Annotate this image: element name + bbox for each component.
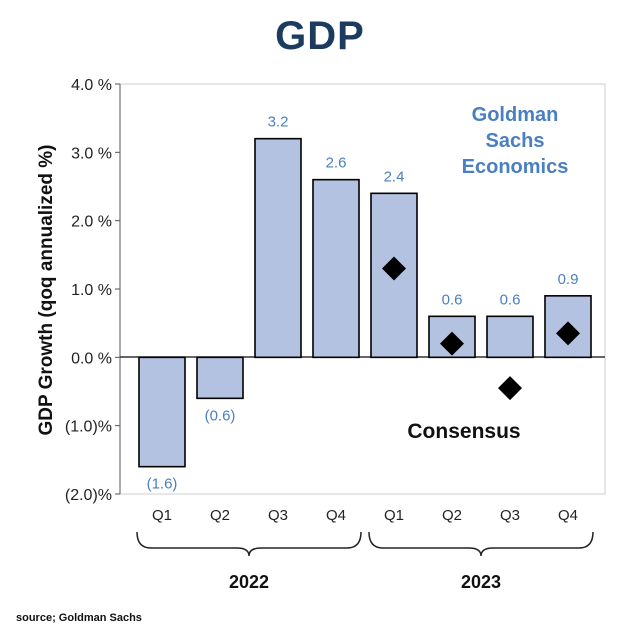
consensus-marker [382, 256, 406, 281]
bar-value-label: 2.6 [326, 155, 347, 172]
bar-value-label: (1.6) [147, 476, 178, 493]
bar-value-label: 0.6 [500, 291, 521, 308]
year-label: 2023 [461, 572, 501, 592]
bar [312, 178, 360, 359]
y-tick-label: (2.0)% [65, 487, 112, 504]
consensus-marker [498, 376, 522, 401]
category-label: Q4 [558, 507, 578, 524]
category-label: Q1 [152, 507, 172, 524]
year-brace [368, 531, 594, 557]
bar-value-label: 0.9 [558, 271, 579, 288]
year-brace [136, 531, 362, 557]
chart-title: GDP [275, 14, 365, 58]
y-tick-label: 1.0 % [71, 282, 112, 299]
bar [138, 356, 186, 468]
bar [486, 315, 534, 359]
category-label: Q2 [210, 507, 230, 524]
bar-value-label: 3.2 [268, 114, 289, 131]
consensus-legend-label: Consensus [407, 420, 520, 443]
gs-legend-line: Economics [462, 156, 569, 178]
category-label: Q4 [326, 507, 346, 524]
y-tick-label: (1.0)% [65, 419, 112, 436]
bar [196, 356, 244, 400]
category-label: Q2 [442, 507, 462, 524]
bar-value-label: 2.4 [384, 168, 405, 185]
consensus-marker [556, 321, 580, 346]
gs-legend-line: Goldman [472, 104, 559, 126]
source-note: source; Goldman Sachs [16, 612, 142, 624]
y-tick-label: 3.0 % [71, 145, 112, 162]
y-axis-label: GDP Growth (qoq annualized %) [36, 145, 57, 436]
bar-value-label: 0.6 [442, 291, 463, 308]
y-tick-label: 2.0 % [71, 214, 112, 231]
y-tick-label: 0.0 % [71, 350, 112, 367]
bar-value-label: (0.6) [205, 407, 236, 424]
gs-legend-line: Sachs [486, 130, 545, 152]
year-label: 2022 [229, 572, 269, 592]
y-tick-label: 4.0 % [71, 77, 112, 94]
category-label: Q3 [500, 507, 520, 524]
category-label: Q1 [384, 507, 404, 524]
consensus-marker [440, 331, 464, 356]
bar [254, 137, 302, 359]
category-label: Q3 [268, 507, 288, 524]
